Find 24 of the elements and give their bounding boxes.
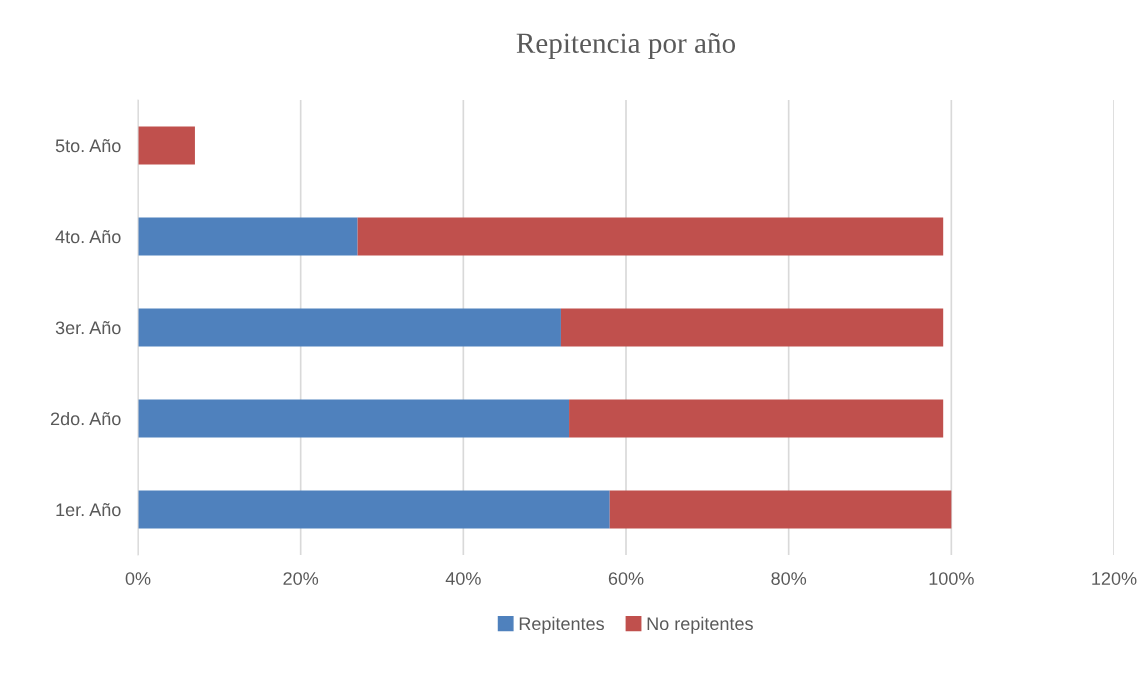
bar <box>138 490 610 529</box>
x-tick-label: 120% <box>1092 572 1137 585</box>
y-tick-label: 4to. Año <box>55 230 121 244</box>
bar <box>560 308 944 347</box>
x-tick-label: 0% <box>125 572 151 585</box>
bar <box>609 490 952 529</box>
y-tick-label: 1er. Año <box>56 503 121 517</box>
x-tick-label: 20% <box>283 572 319 585</box>
y-tick-label: 2do. Año <box>50 411 121 426</box>
x-tick-label: 100% <box>929 572 974 585</box>
legend-label: No repitentes <box>647 616 753 634</box>
y-tick-label: 5to. Año <box>55 139 121 153</box>
y-tick-label: 3er. Año <box>55 321 121 335</box>
legend-label: Repitentes <box>519 616 604 634</box>
bar <box>569 399 944 438</box>
bar <box>138 308 561 347</box>
bar <box>138 399 570 438</box>
x-tick-label: 40% <box>445 572 481 585</box>
bar <box>357 217 944 256</box>
bar <box>138 126 195 165</box>
x-tick-label: 80% <box>771 572 807 585</box>
bar <box>138 217 358 256</box>
chart-title: Repitencia por año <box>516 33 736 59</box>
x-tick-label: 60% <box>608 572 644 585</box>
